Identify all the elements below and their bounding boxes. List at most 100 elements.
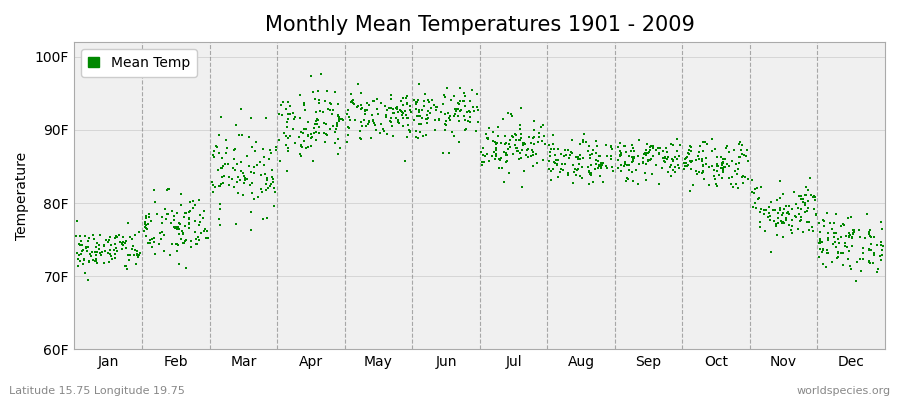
Point [259,115,274,121]
Point [645,145,660,152]
Point [126,243,140,249]
Point [799,192,814,198]
Point [584,172,598,178]
Point [792,211,806,218]
Point [96,242,111,248]
Point [88,244,103,250]
Point [772,178,787,185]
Point [230,190,245,197]
Point [610,165,625,171]
Point [456,90,471,96]
Point [576,155,590,162]
Point [873,253,887,260]
Point [683,165,698,172]
Point [122,251,137,258]
Point [118,262,132,269]
Point [809,212,824,218]
Point [812,240,826,246]
Point [170,248,184,254]
Point [635,155,650,161]
Point [778,217,793,223]
Point [400,100,414,107]
Point [547,159,562,165]
Point [656,148,670,154]
Point [263,183,277,190]
Point [347,117,362,124]
Point [228,146,242,152]
Point [701,182,716,188]
Point [272,111,286,117]
Point [770,197,785,203]
Point [184,238,199,244]
Point [775,220,789,226]
Point [332,114,347,120]
Point [107,240,122,247]
Point [177,238,192,244]
Point [182,216,196,222]
Point [684,148,698,154]
Point [839,233,853,240]
Point [641,150,655,157]
Point [846,230,860,236]
Point [350,103,365,109]
Point [671,153,686,160]
Point [165,208,179,214]
Point [548,160,562,166]
Point [592,173,607,179]
Point [119,238,133,244]
Point [217,173,231,179]
Point [593,160,608,166]
Point [312,100,327,106]
Point [343,117,357,123]
Point [81,237,95,244]
Point [871,266,886,272]
Point [636,159,651,166]
Point [714,154,728,160]
Point [641,156,655,163]
Point [148,186,162,193]
Point [418,102,432,109]
Point [76,246,90,253]
Point [867,252,881,258]
Point [614,152,628,158]
Point [354,101,368,108]
Point [248,164,262,170]
Point [332,116,347,122]
Point [477,159,491,165]
Point [125,246,140,252]
Point [110,234,124,240]
Point [696,161,710,168]
Point [555,167,570,173]
Point [750,184,764,191]
Point [663,164,678,170]
Point [553,169,567,175]
Point [103,251,117,257]
Point [619,149,634,155]
Point [205,152,220,158]
Point [648,162,662,168]
Point [622,166,636,173]
Point [829,244,843,250]
Point [147,235,161,242]
Point [867,234,881,240]
Point [548,151,562,158]
Point [499,158,513,165]
Point [590,158,605,164]
Point [571,154,585,160]
Point [440,85,454,91]
Point [407,97,421,103]
Point [108,245,122,252]
Point [440,110,454,116]
Point [773,204,788,211]
Point [768,207,782,213]
Point [395,110,410,116]
Point [806,206,821,212]
Point [876,243,890,249]
Point [842,263,857,270]
Point [204,179,219,185]
Point [486,138,500,144]
Point [233,106,248,112]
Point [716,160,731,166]
Point [799,184,814,191]
Point [554,160,569,167]
